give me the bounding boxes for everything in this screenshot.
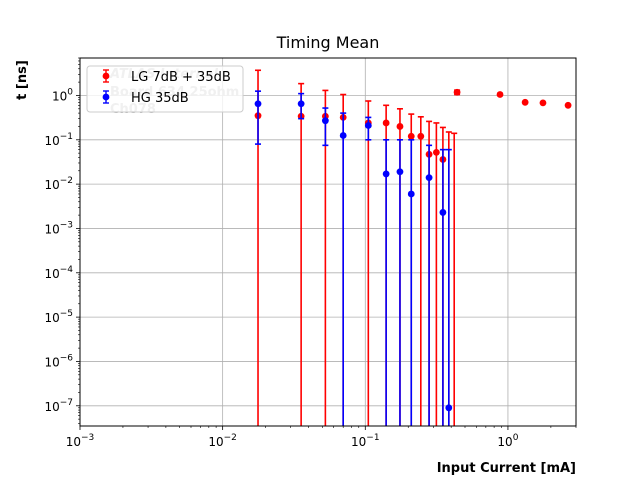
data-point <box>254 100 262 108</box>
legend-marker-dot <box>102 93 110 101</box>
data-point <box>496 91 504 98</box>
y-tick-label: 10−6 <box>44 353 73 369</box>
x-tick-label: 100 <box>497 433 518 449</box>
data-series <box>254 69 572 426</box>
data-point <box>564 101 572 109</box>
grid-lines <box>79 58 576 426</box>
x-tick-label: 10−2 <box>208 433 237 449</box>
data-point <box>396 168 404 176</box>
legend-marker-dot <box>102 72 110 80</box>
y-tick-label: 10−3 <box>44 220 73 236</box>
y-tick-label: 10−7 <box>44 398 73 414</box>
data-point <box>407 132 415 140</box>
data-point <box>539 99 547 107</box>
x-tick-label: 10−1 <box>351 433 380 449</box>
legend-box <box>86 65 244 113</box>
data-point <box>382 119 390 127</box>
data-point <box>339 132 347 139</box>
data-point <box>321 117 329 125</box>
data-point <box>425 174 433 182</box>
data-point <box>364 122 372 129</box>
y-tick-label: 10−1 <box>44 132 73 148</box>
legend-label-hg: HG 35dB <box>131 91 189 106</box>
data-point <box>396 123 404 130</box>
chart-title: Timing Mean <box>276 33 380 52</box>
legend-marker-hg <box>102 90 110 104</box>
x-axis-label: Input Current [mA] <box>437 461 576 476</box>
y-tick-label: 10−4 <box>44 265 73 281</box>
legend-marker-lg <box>102 69 110 83</box>
y-tick-label: 10−2 <box>44 176 73 192</box>
x-tick-label: 10−3 <box>66 433 95 449</box>
data-point <box>407 190 415 198</box>
legend-label-lg: LG 7dB + 35dB <box>131 70 231 85</box>
data-point <box>417 132 425 140</box>
plot-frame <box>79 57 577 427</box>
y-tick-label: 10−5 <box>44 309 73 325</box>
data-point <box>453 88 461 96</box>
data-point <box>297 100 305 108</box>
legend: LG 7dB + 35dB HG 35dB <box>86 65 244 113</box>
axis-ticks: 10−3 10−2 10−1 100 10−7 10−6 10−5 10−4 10−3 10−2 1… <box>44 87 518 449</box>
data-point <box>432 148 440 156</box>
data-point <box>521 98 529 106</box>
legend-entries <box>102 69 110 104</box>
series-hg <box>254 90 453 426</box>
data-point <box>445 404 453 412</box>
data-point <box>382 170 390 178</box>
y-tick-label: 100 <box>52 87 73 103</box>
data-point <box>439 209 447 216</box>
y-axis-label: t [ns] <box>15 60 30 100</box>
